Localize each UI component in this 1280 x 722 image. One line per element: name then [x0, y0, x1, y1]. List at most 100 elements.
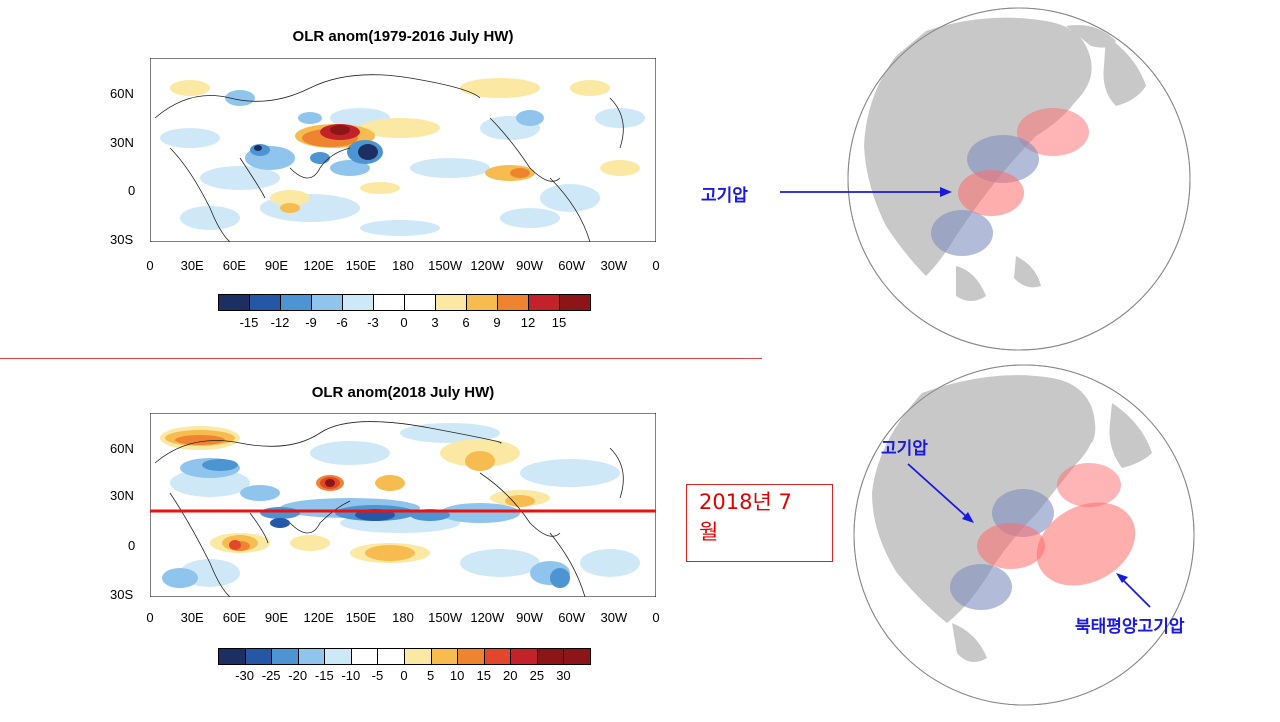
bottom-globe-nph-label: 북태평양고기압: [1075, 617, 1185, 637]
bottom-lon-labels: 0 30E 60E 90E 120E 150E 180 150W 120W 90W 60W 30W 0: [146, 610, 659, 628]
colorbar-swatch: [218, 648, 246, 665]
colorbar-swatch: [218, 294, 250, 311]
lon-label: 120E: [303, 610, 334, 625]
colorbar-swatch: [466, 294, 498, 311]
colorbar-swatch: [510, 648, 538, 665]
annotation-line1: 2018년 7: [699, 490, 792, 514]
colorbar-swatch: [563, 648, 591, 665]
bottom-olr-map: [150, 413, 656, 597]
top-colorbar-labels: -15 -12 -9 -6 -3 0 3 6 9 12 15: [218, 315, 590, 331]
bottom-lat-label: 30S: [110, 587, 134, 602]
lon-label: 0: [146, 610, 154, 625]
lon-label: 180: [392, 258, 414, 273]
annotation-line2: 월: [699, 520, 719, 544]
bottom-lat-label: 30N: [110, 488, 134, 503]
section-divider: [0, 358, 762, 359]
lon-label: 0: [146, 258, 154, 273]
colorbar-label: -20: [288, 668, 308, 683]
colorbar-label: 30: [556, 668, 571, 683]
nph-ellipse: [1036, 502, 1136, 586]
top-lon-labels: 0 30E 60E 90E 120E 150E 180 150W 120W 90W 60W 30W 0: [146, 258, 660, 276]
colorbar-label: -3: [367, 315, 379, 330]
lon-label: 30W: [600, 610, 628, 625]
lon-label: 90W: [516, 258, 543, 273]
high-ellipse: [958, 170, 1024, 216]
colorbar-swatch: [536, 648, 565, 665]
colorbar-swatch: [373, 294, 405, 311]
colorbar-swatch: [311, 294, 343, 311]
top-olr-map: [150, 58, 656, 242]
high-ellipse: [1017, 108, 1089, 156]
bottom-globe-arrow-high: [907, 463, 974, 523]
colorbar-label: -15: [239, 315, 259, 330]
colorbar-swatch: [271, 648, 299, 665]
colorbar-swatch: [435, 294, 467, 311]
colorbar-label: -5: [371, 668, 384, 683]
top-globe-arrow: [780, 187, 952, 197]
colorbar-swatch: [244, 648, 273, 665]
lon-label: 0: [652, 258, 660, 273]
lon-label: 120E: [303, 258, 334, 273]
lon-label: 120W: [470, 610, 505, 625]
colorbar-label: 15: [476, 668, 491, 683]
lon-label: 30W: [600, 258, 628, 273]
colorbar-label: 10: [449, 668, 465, 683]
bottom-colorbar: [218, 648, 591, 665]
colorbar-label: -12: [270, 315, 290, 330]
colorbar-label: 0: [400, 315, 408, 330]
colorbar-label: -30: [235, 668, 254, 683]
top-lat-label: 30N: [110, 135, 134, 150]
bottom-lat-label: 0: [128, 538, 136, 553]
colorbar-label: 3: [431, 315, 439, 330]
lon-label: 150W: [428, 258, 463, 273]
bottom-map-title: OLR anom(2018 July HW): [311, 384, 495, 401]
colorbar-swatch: [430, 648, 459, 665]
colorbar-label: 25: [529, 668, 545, 683]
lon-label: 60W: [558, 258, 586, 273]
colorbar-label: 5: [426, 668, 435, 683]
colorbar-label: -9: [305, 315, 317, 330]
bottom-lat-label: 60N: [110, 441, 134, 456]
top-lat-label: 0: [128, 183, 136, 198]
lon-label: 30E: [180, 610, 204, 625]
lon-label: 150W: [428, 610, 463, 625]
colorbar-swatch: [559, 294, 591, 311]
bottom-globe: [853, 364, 1195, 706]
top-map-title: OLR anom(1979-2016 July HW): [292, 28, 514, 45]
lon-label: 150E: [345, 610, 377, 625]
colorbar-swatch: [280, 294, 312, 311]
colorbar-label: -15: [314, 668, 334, 683]
lon-label: 90E: [264, 258, 289, 273]
bottom-globe-arrow-nph: [1116, 573, 1151, 608]
colorbar-label: -10: [341, 668, 361, 683]
lon-label: 120W: [470, 258, 505, 273]
colorbar-swatch: [497, 294, 529, 311]
colorbar-swatch: [324, 648, 352, 665]
top-lat-label: 60N: [110, 86, 134, 101]
lon-label: 150E: [345, 258, 377, 273]
lon-label: 90W: [516, 610, 543, 625]
colorbar-swatch: [528, 294, 560, 311]
lon-label: 90E: [264, 610, 289, 625]
low-ellipse: [950, 564, 1012, 610]
colorbar-swatch: [350, 648, 379, 665]
colorbar-swatch: [457, 648, 485, 665]
colorbar-swatch: [249, 294, 281, 311]
colorbar-label: 12: [520, 315, 536, 330]
colorbar-label: -6: [336, 315, 348, 330]
lon-label: 60E: [222, 258, 246, 273]
high-ellipse: [1057, 463, 1121, 507]
colorbar-swatch: [377, 648, 405, 665]
top-colorbar: [218, 294, 591, 311]
top-globe: [847, 7, 1191, 351]
top-lat-label: 30S: [110, 232, 134, 247]
lon-label: 30E: [180, 258, 204, 273]
colorbar-swatch: [404, 648, 432, 665]
bottom-colorbar-labels: -30 -25 -20 -15 -10 -5 0 5 10 15 20 25 30: [218, 668, 590, 684]
colorbar-swatch: [483, 648, 512, 665]
annotation-box: 2018년 7 월: [686, 484, 833, 562]
colorbar-swatch: [404, 294, 436, 311]
colorbar-label: 9: [493, 315, 501, 330]
colorbar-label: -25: [261, 668, 281, 683]
lon-label: 180: [392, 610, 414, 625]
